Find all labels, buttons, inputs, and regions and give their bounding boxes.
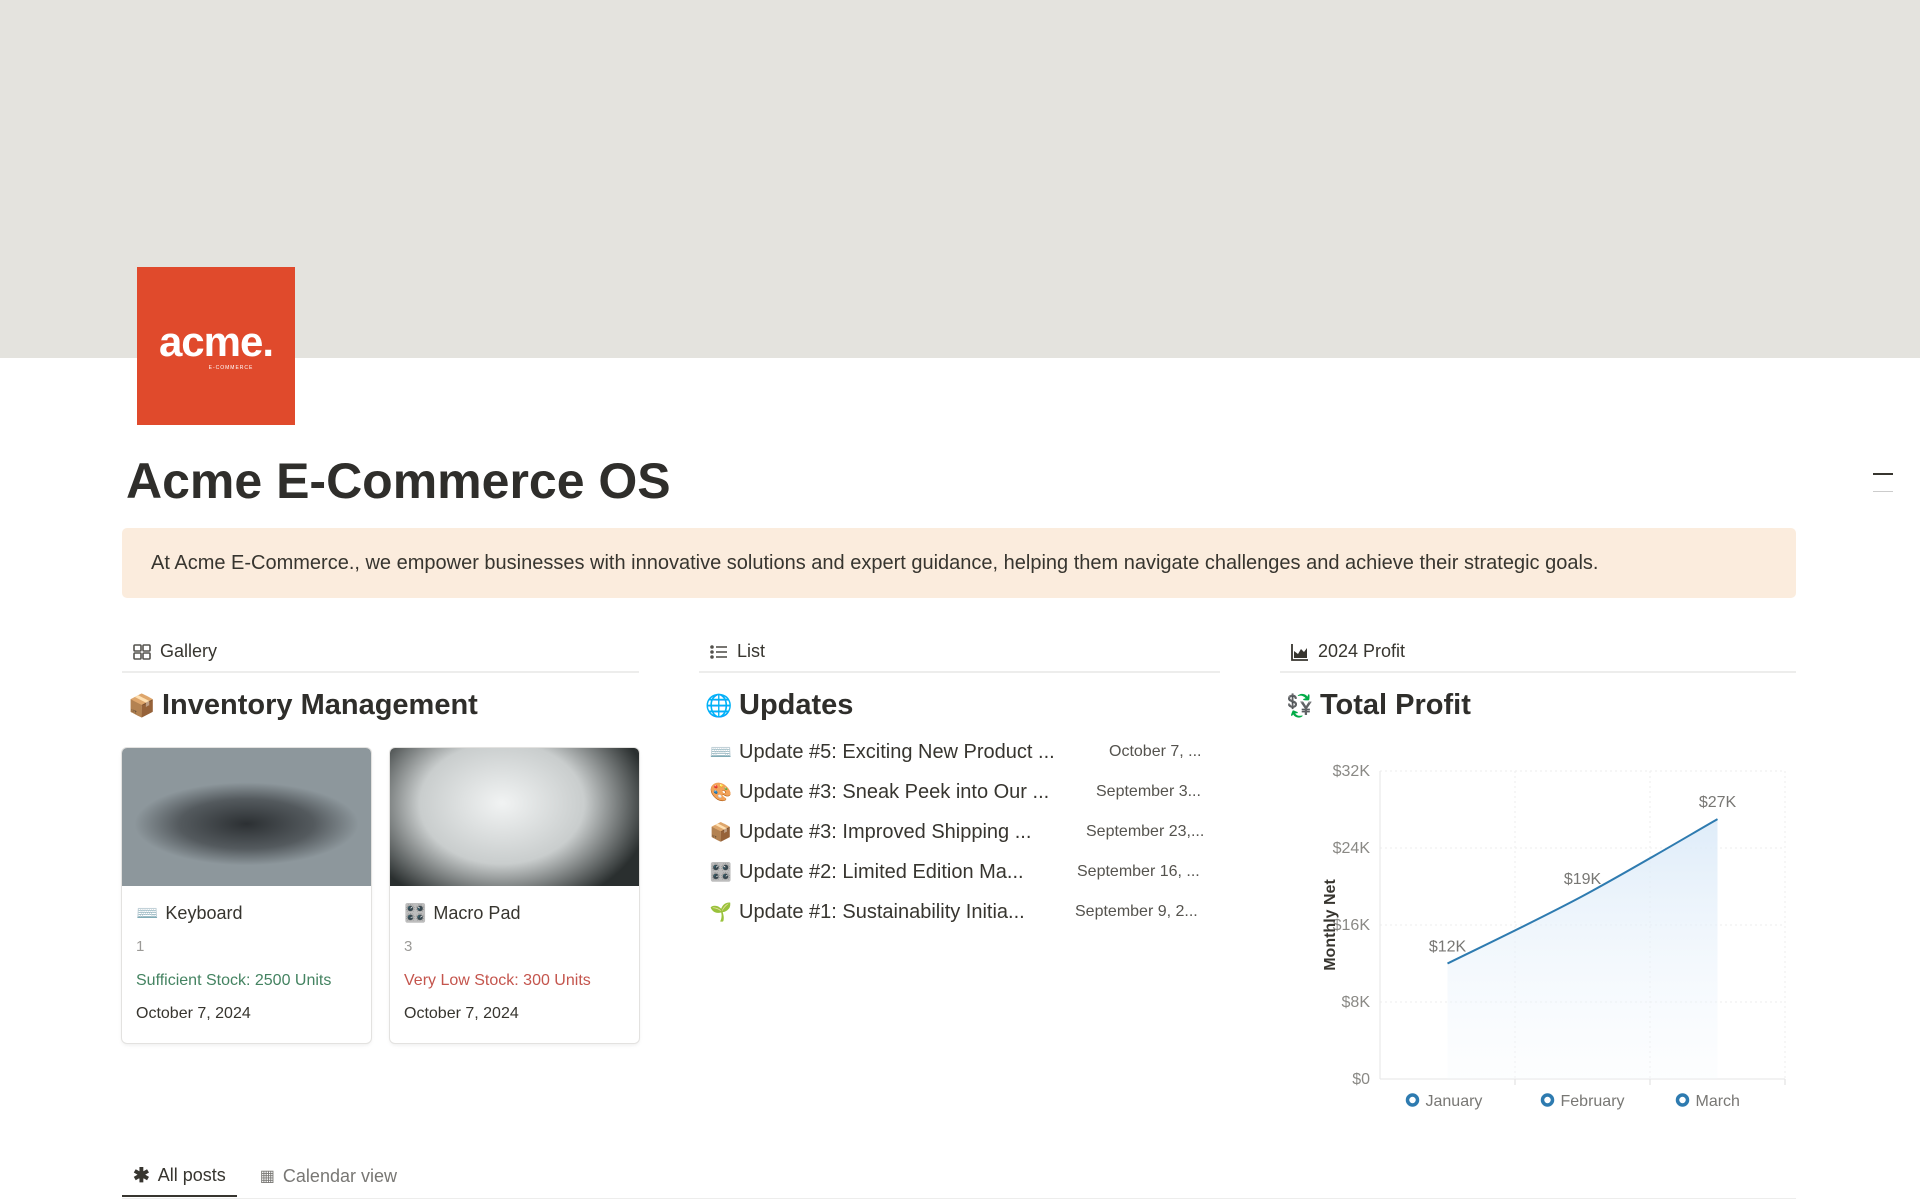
list-item[interactable]: 🎛️ Update #2: Limited Edition Ma... Septem… [709, 860, 1200, 883]
legend-marker [1540, 1093, 1555, 1107]
stock-status: Sufficient Stock: 2500 Units [136, 972, 332, 989]
gallery-card-macro-pad[interactable]: 🎛️ Macro Pad 3 Very Low Stock: 300 Units … [390, 748, 639, 1043]
y-axis-label: Monthly Net [1322, 879, 1339, 971]
callout: At Acme E-Commerce., we empower business… [122, 528, 1796, 598]
updates-block: List 🌐 Updates ⌨️ Update #5: Exciting New … [699, 632, 1220, 923]
section-heading[interactable]: Updates [739, 689, 854, 721]
data-label: $12K [1429, 939, 1467, 956]
legend-label: February [1561, 1093, 1625, 1110]
tab-calendar-view[interactable]: ▦ Calendar view [259, 1165, 397, 1186]
section-heading[interactable]: Inventory Management [162, 689, 478, 721]
page-icon-logo[interactable]: acme. E-COMMERCE [137, 267, 295, 425]
calendar-icon: ▦ [259, 1168, 275, 1185]
area-fill [1447, 819, 1718, 1079]
list-item[interactable]: 📦 Update #3: Improved Shipping ... Septemb… [709, 820, 1205, 843]
item-date: October 7, ... [1109, 743, 1202, 760]
item-date: September 3... [1096, 783, 1201, 800]
control-knobs-icon: 🎛️ [404, 903, 427, 923]
legend-label: January [1426, 1093, 1483, 1110]
list-item[interactable]: 🎨 Update #3: Sneak Peek into Our ... Septe… [709, 780, 1201, 803]
item-date: September 23,... [1086, 823, 1205, 840]
legend-label: March [1696, 1093, 1740, 1110]
coins-link-icon: 💱 [1286, 692, 1314, 718]
keyboard-image [122, 748, 371, 886]
profit-block: 2024 Profit 💱 Total Profit [1280, 632, 1796, 722]
globe-link-icon: 🌐 [705, 692, 733, 718]
view-tabs: ✱ All posts ▦ Calendar view [122, 1155, 1796, 1199]
asterisk-icon: ✱ [133, 1164, 150, 1187]
stock-status: Very Low Stock: 300 Units [404, 972, 591, 989]
cover-image [0, 0, 1920, 358]
tab-2024-profit[interactable]: 2024 Profit [1280, 632, 1796, 673]
section-heading[interactable]: Total Profit [1320, 689, 1471, 721]
y-tick-label: $16K [1333, 917, 1371, 934]
tab-list[interactable]: List [699, 632, 1220, 673]
list-icon [710, 644, 727, 659]
item-emoji-icon: 🎨 [709, 781, 733, 802]
legend-marker [1675, 1093, 1690, 1107]
list-item[interactable]: ⌨️ Update #5: Exciting New Product ... Oct… [709, 740, 1202, 763]
item-date: September 16, ... [1077, 863, 1200, 880]
gallery-block: Gallery 📦 Inventory Management ⌨️ Keyboard… [122, 632, 639, 1043]
y-tick-label: $32K [1333, 763, 1371, 780]
tab-gallery[interactable]: Gallery [122, 632, 639, 673]
tab-all-posts[interactable]: ✱ All posts [122, 1155, 237, 1197]
profit-chart: $0 $8K $16K $24K $32K $12K January $19K February… [1322, 763, 1786, 1110]
gallery-icon [133, 643, 151, 660]
item-emoji-icon: 🎛️ [709, 861, 733, 882]
area-chart-icon [1291, 643, 1308, 661]
data-label: $19K [1564, 871, 1602, 888]
item-emoji-icon: 🌱 [709, 901, 733, 922]
y-tick-label: $24K [1333, 840, 1371, 857]
macro-pad-image [390, 748, 639, 886]
item-date: September 9, 2... [1075, 903, 1198, 920]
legend-marker [1405, 1093, 1420, 1107]
series-line [1447, 818, 1718, 965]
list-item[interactable]: 🌱 Update #1: Sustainability Initia... Sept… [709, 900, 1198, 923]
item-emoji-icon: 📦 [709, 821, 733, 842]
outline-line [1873, 491, 1893, 492]
box-link-icon: 📦 [128, 692, 156, 718]
gallery-card-keyboard[interactable]: ⌨️ Keyboard 1 Sufficient Stock: 2500 Unit… [122, 748, 371, 1043]
item-emoji-icon: ⌨️ [709, 741, 733, 762]
data-label: $27K [1699, 794, 1737, 811]
outline-toggle[interactable] [1873, 473, 1893, 475]
keyboard-icon: ⌨️ [136, 903, 159, 923]
y-tick-label: $0 [1352, 1071, 1370, 1088]
page-title: Acme E-Commerce OS [126, 453, 671, 509]
y-tick-label: $8K [1342, 994, 1371, 1011]
